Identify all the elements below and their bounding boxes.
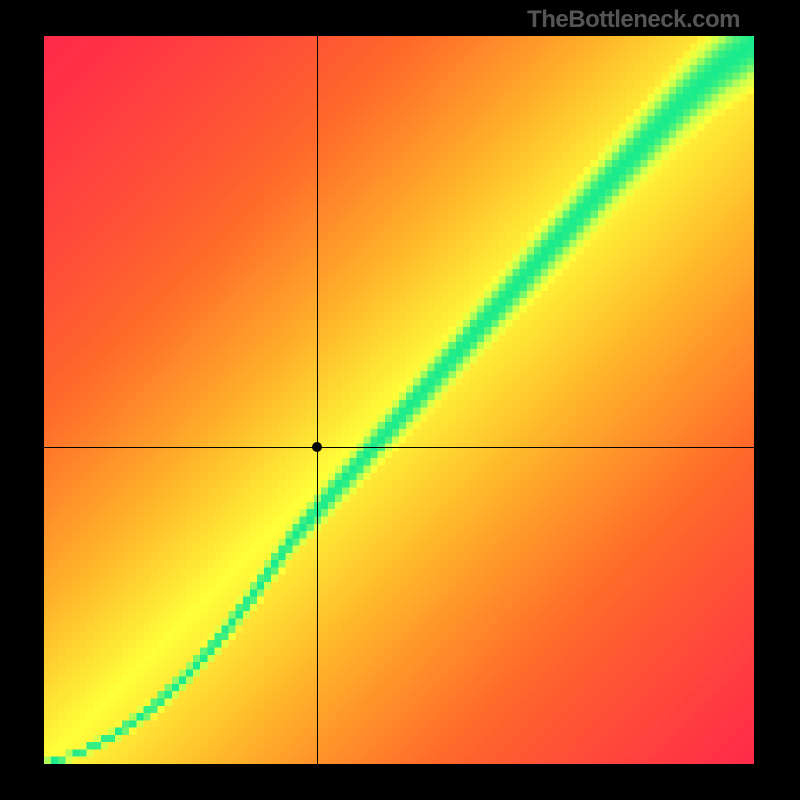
chart-container: TheBottleneck.com: [0, 0, 800, 800]
watermark-text: TheBottleneck.com: [527, 6, 740, 34]
bottleneck-heatmap: [44, 36, 754, 764]
crosshair-horizontal: [44, 447, 754, 448]
crosshair-vertical: [317, 36, 318, 764]
